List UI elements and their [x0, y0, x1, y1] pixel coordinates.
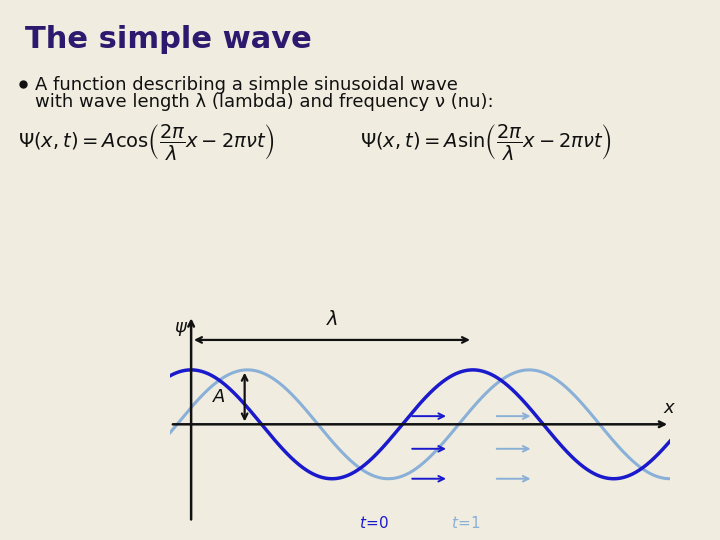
- Text: with wave length λ (lambda) and frequency ν (nu):: with wave length λ (lambda) and frequenc…: [35, 93, 494, 111]
- Text: $\Psi(x,t) = A\sin\!\left(\dfrac{2\pi}{\lambda}x - 2\pi\nu t\right)$: $\Psi(x,t) = A\sin\!\left(\dfrac{2\pi}{\…: [360, 122, 612, 162]
- Text: $\Psi(x,t) = A\cos\!\left(\dfrac{2\pi}{\lambda}x - 2\pi\nu t\right)$: $\Psi(x,t) = A\cos\!\left(\dfrac{2\pi}{\…: [18, 122, 275, 162]
- Text: $\psi$: $\psi$: [174, 320, 189, 338]
- Text: $A$: $A$: [212, 388, 226, 406]
- Text: $\lambda$: $\lambda$: [325, 310, 338, 329]
- Text: $x$: $x$: [663, 399, 676, 417]
- Text: A function describing a simple sinusoidal wave: A function describing a simple sinusoida…: [35, 76, 458, 94]
- Text: $t\!=\!0$: $t\!=\!0$: [359, 515, 390, 531]
- Text: The simple wave: The simple wave: [25, 25, 312, 54]
- Text: $t\!=\!1$: $t\!=\!1$: [451, 515, 481, 531]
